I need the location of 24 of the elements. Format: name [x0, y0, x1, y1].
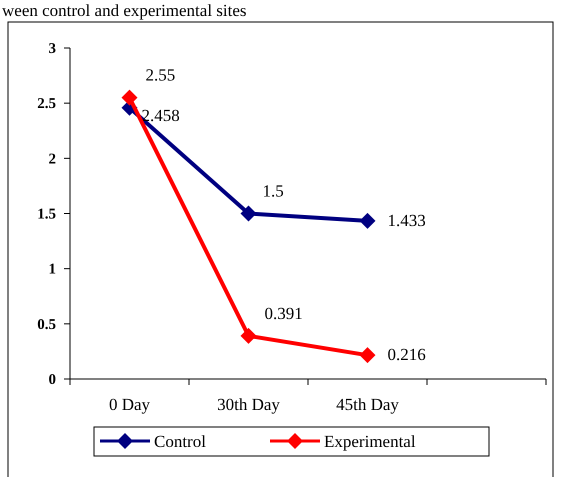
y-tick-label: 3	[48, 41, 56, 57]
data-label: 0.391	[264, 304, 303, 323]
legend-label: Control	[154, 432, 206, 451]
y-tick-label: 0	[48, 372, 56, 388]
data-label: 1.5	[262, 182, 284, 200]
x-tick-label: 30th Day	[217, 395, 280, 414]
point	[240, 206, 256, 222]
data-label: 2.55	[146, 66, 176, 85]
point	[360, 347, 376, 364]
data-label: 1.433	[388, 210, 426, 230]
y-tick-label: 2.5	[37, 96, 56, 112]
legend-label: Experimental	[324, 432, 416, 451]
x-tick-label: 0 Day	[108, 395, 151, 414]
y-tick-label: 1.5	[37, 206, 56, 222]
point	[360, 212, 376, 229]
point	[122, 90, 138, 106]
x-tick-label: 45th Day	[336, 395, 400, 414]
y-tick-label: 0.5	[37, 316, 56, 333]
point	[240, 328, 256, 344]
y-tick-label: 2	[48, 151, 56, 168]
data-label: 0.216	[388, 345, 426, 364]
data-label: 2.458	[142, 106, 180, 125]
y-tick-label: 1	[48, 262, 56, 278]
chart-title: ween control and experimental sites	[2, 1, 247, 20]
